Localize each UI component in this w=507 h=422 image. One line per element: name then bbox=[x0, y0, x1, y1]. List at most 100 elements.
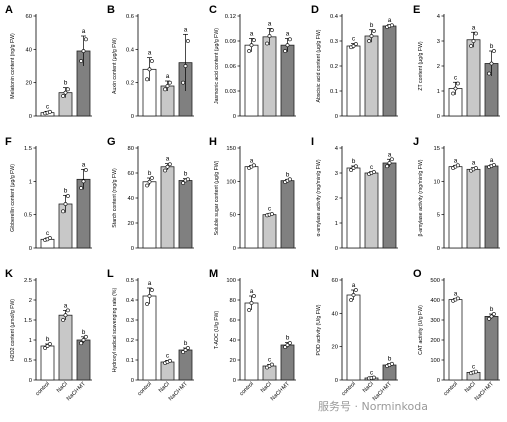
y-tick-label: 1 bbox=[437, 89, 440, 95]
data-point bbox=[372, 29, 376, 33]
data-point bbox=[252, 38, 256, 43]
bar-naclmt bbox=[280, 344, 295, 381]
y-tick-label: 1.5 bbox=[24, 146, 32, 152]
chart-svg: L Hydroxyl radical scavenging rate (%) 0 0.… bbox=[107, 268, 194, 402]
bar-control bbox=[244, 302, 259, 381]
data-point bbox=[63, 90, 68, 95]
significance-letter: a bbox=[454, 290, 458, 297]
data-point bbox=[81, 49, 86, 53]
y-tick-label: 20 bbox=[332, 345, 338, 351]
panel-letter: A bbox=[5, 4, 13, 16]
data-point bbox=[492, 163, 496, 167]
y-tick-label: 0 bbox=[437, 378, 440, 384]
data-point bbox=[265, 41, 270, 46]
data-point bbox=[63, 202, 68, 206]
y-tick-label: 2 bbox=[29, 298, 32, 304]
y-tick-label: 200 bbox=[430, 338, 440, 344]
data-point bbox=[66, 308, 70, 313]
watermark-text: 服务号 · Norminkoda bbox=[318, 400, 428, 413]
data-point bbox=[81, 338, 86, 342]
bar-naclmt bbox=[382, 364, 397, 381]
y-tick-label: 20 bbox=[128, 221, 134, 227]
y-tick-label: 5 bbox=[437, 213, 440, 219]
data-point bbox=[349, 168, 354, 172]
data-point bbox=[61, 94, 66, 98]
panel-letter: M bbox=[209, 268, 218, 280]
y-tick-label: 60 bbox=[230, 318, 236, 324]
significance-letter: a bbox=[472, 24, 476, 31]
y-axis-label: β-amylase activity (mg/min/g FW) bbox=[418, 159, 424, 236]
significance-letter: c bbox=[268, 357, 272, 364]
bar-nacl bbox=[58, 314, 73, 381]
y-tick-label: 0.5 bbox=[126, 278, 134, 284]
data-point bbox=[487, 316, 492, 321]
data-point bbox=[181, 350, 186, 354]
data-point bbox=[45, 344, 50, 348]
panel-letter: E bbox=[413, 4, 420, 16]
chart-svg: D Abscisic acid content (μg/g FW) 0 0.1 0.2 0… bbox=[311, 4, 398, 120]
data-point bbox=[81, 179, 86, 184]
y-tick-label: 2.5 bbox=[24, 278, 32, 284]
chart-panel-n: N POD activity (U/g FW) 0 20 40 60 a control c Na… bbox=[308, 266, 408, 402]
data-point bbox=[163, 168, 168, 173]
y-tick-label: 0.2 bbox=[330, 64, 338, 70]
significance-letter: c bbox=[46, 230, 50, 237]
significance-letter: a bbox=[82, 161, 86, 168]
data-point bbox=[145, 302, 150, 306]
x-tick-label: NaCl+MT bbox=[270, 381, 291, 402]
data-point bbox=[285, 343, 290, 347]
y-tick-label: 0.3 bbox=[330, 39, 338, 45]
data-point bbox=[247, 308, 252, 312]
significance-letter: a bbox=[148, 280, 152, 287]
y-tick-label: 100 bbox=[430, 358, 440, 364]
bar-naclmt bbox=[178, 180, 193, 249]
significance-letter: a bbox=[166, 156, 170, 163]
chart-svg: N POD activity (U/g FW) 0 20 40 60 a control c Na… bbox=[311, 268, 398, 402]
significance-letter: a bbox=[250, 31, 254, 38]
data-point bbox=[150, 59, 154, 63]
chart-svg: H Soluble sugar content (μg/g FW) 0 50 100 15… bbox=[209, 136, 296, 252]
y-tick-label: 0.4 bbox=[126, 47, 135, 53]
data-point bbox=[456, 81, 460, 86]
y-tick-label: 0.4 bbox=[330, 14, 339, 20]
y-tick-label: 0 bbox=[335, 378, 338, 384]
bar-control bbox=[448, 299, 463, 381]
data-point bbox=[471, 39, 476, 43]
data-point bbox=[489, 314, 494, 319]
y-axis-label: H2O2 content (μmol/g FW) bbox=[10, 299, 16, 361]
bar-control bbox=[244, 44, 259, 117]
panel-letter: F bbox=[5, 136, 12, 148]
y-tick-label: 0 bbox=[233, 378, 236, 384]
chart-panel-c: C Jasmonic acid content (μg/g FW) 0 0.03 0.0… bbox=[206, 2, 306, 134]
y-tick-label: 0 bbox=[29, 114, 32, 120]
y-tick-label: 0.5 bbox=[24, 358, 32, 364]
data-point bbox=[270, 212, 274, 216]
bar-naclmt bbox=[178, 349, 193, 381]
chart-panel-e: E ZT content (μg/g FW) 0 1 2 3 4 c a b bbox=[410, 2, 507, 134]
y-axis-label: Hydroxyl radical scavenging rate (%) bbox=[112, 287, 118, 372]
data-point bbox=[183, 348, 188, 352]
y-axis-label: Melatonin content (ng/g FW) bbox=[10, 33, 16, 99]
data-point bbox=[474, 31, 478, 36]
bar-naclmt bbox=[76, 339, 91, 381]
x-tick-label: NaCl bbox=[260, 381, 273, 394]
bar-control bbox=[448, 166, 463, 249]
y-axis-label: CAT activity (U/g FW) bbox=[418, 305, 424, 355]
significance-letter: a bbox=[184, 26, 188, 33]
data-point bbox=[349, 298, 354, 302]
bar-control bbox=[346, 167, 361, 249]
y-tick-label: 0.03 bbox=[225, 89, 236, 95]
y-tick-label: 0.12 bbox=[225, 14, 236, 20]
panel-letter: D bbox=[311, 4, 319, 16]
y-tick-label: 0 bbox=[29, 378, 32, 384]
y-tick-label: 40 bbox=[26, 47, 32, 53]
panel-letter: J bbox=[413, 136, 419, 148]
y-tick-label: 1 bbox=[335, 221, 338, 227]
chart-panel-h: H Soluble sugar content (μg/g FW) 0 50 100 15… bbox=[206, 134, 306, 266]
y-tick-label: 20 bbox=[230, 358, 236, 364]
bar-nacl bbox=[262, 36, 277, 117]
y-axis-label: Soluble sugar content (μg/g FW) bbox=[214, 160, 220, 235]
bar-nacl bbox=[160, 361, 175, 381]
chart-svg: O CAT activity (U/g FW) 0 100 200 300 400 500 a c… bbox=[413, 268, 500, 402]
data-point bbox=[165, 164, 170, 169]
